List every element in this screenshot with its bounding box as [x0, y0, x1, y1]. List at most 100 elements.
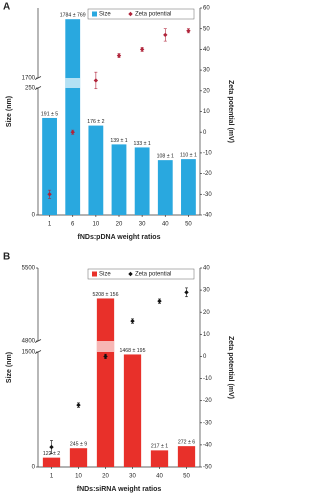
marker: [139, 47, 145, 52]
y2-tick-label: 10: [203, 332, 210, 338]
value-label: 110 ± 1: [180, 152, 197, 158]
legend-box: [87, 8, 195, 20]
value-label: 176 ± 2: [87, 119, 104, 125]
bar: [65, 19, 81, 216]
bar-break: [65, 78, 81, 88]
y2-tick-label: -10: [203, 376, 212, 382]
x-tick-label: 1: [48, 222, 52, 228]
x-tick-label: 30: [129, 474, 136, 480]
y2-tick-label: -20: [203, 171, 212, 177]
y2-tick-label: 30: [203, 288, 210, 294]
x-tick-label: 10: [75, 474, 82, 480]
value-label: 139 ± 1: [110, 138, 127, 144]
panel-label: A: [3, 2, 10, 13]
legend-label: Zeta potential: [135, 272, 171, 278]
legend-box: [87, 268, 195, 280]
y2-tick-label: -40: [203, 213, 212, 219]
y2-tick-label: 40: [203, 47, 210, 53]
value-label: 191 ± 5: [41, 111, 58, 117]
y2-tick-label: -10: [203, 150, 212, 156]
bar: [42, 457, 61, 467]
legend-label: Size: [99, 272, 111, 278]
y2-tick-label: 10: [203, 109, 210, 115]
y-tick-label: 1500: [22, 350, 36, 356]
x-axis-title: fNDs:siRNA weight ratios: [77, 486, 162, 493]
value-label: 133 ± 1: [134, 141, 151, 147]
y-tick-label: 5500: [22, 266, 36, 272]
y-axis-title: Size (nm): [6, 96, 13, 127]
marker: [186, 28, 191, 33]
x-tick-label: 50: [185, 222, 192, 228]
value-label: 1784 ± 769: [60, 13, 86, 19]
bar: [150, 450, 169, 467]
y2-tick-label: 0: [203, 130, 207, 136]
y2-tick-label: -30: [203, 420, 212, 426]
y2-tick-label: -50: [203, 465, 212, 471]
value-label: 108 ± 1: [157, 154, 174, 160]
x-tick-label: 10: [93, 222, 100, 228]
y2-tick-label: -40: [203, 442, 212, 448]
y2-tick-label: 50: [203, 26, 210, 32]
bar-break: [96, 341, 115, 352]
x-tick-label: 6: [71, 222, 75, 228]
legend-swatch: [92, 271, 97, 277]
y-tick-label: 1700: [22, 76, 36, 82]
y-tick-label: 0: [32, 213, 36, 219]
marker: [130, 318, 135, 324]
bar: [96, 298, 115, 467]
bar: [177, 446, 196, 467]
y-tick-label: 250: [25, 86, 36, 92]
marker: [103, 354, 108, 359]
marker: [49, 444, 54, 450]
y2-tick-label: 20: [203, 310, 210, 316]
panel-label: B: [3, 252, 10, 263]
value-label: 245 ± 9: [70, 442, 87, 448]
bar: [111, 144, 127, 215]
marker: [163, 32, 168, 38]
value-label: 272 ± 6: [178, 440, 195, 446]
x-tick-label: 20: [102, 474, 109, 480]
y2-tick-label: -20: [203, 398, 212, 404]
y2-axis-title: Zeta potential (mV): [227, 336, 234, 399]
marker: [47, 192, 52, 197]
legend-swatch: [92, 11, 97, 17]
legend-swatch: [128, 11, 133, 17]
marker: [157, 298, 162, 304]
bar: [69, 448, 88, 467]
x-tick-label: 50: [183, 474, 190, 480]
bar: [181, 159, 196, 215]
bar: [123, 354, 142, 467]
y2-tick-label: 0: [203, 354, 207, 360]
legend-swatch: [128, 271, 133, 277]
value-label: 5208 ± 156: [93, 292, 119, 298]
y2-tick-label: -30: [203, 192, 212, 198]
bar: [88, 125, 104, 215]
y2-tick-label: 60: [203, 6, 210, 12]
x-axis-title: fNDs:pDNA weight ratios: [78, 234, 161, 241]
marker: [70, 130, 75, 135]
marker: [116, 53, 122, 58]
y-tick-label: 0: [32, 465, 36, 471]
y2-tick-label: 30: [203, 68, 210, 74]
x-tick-label: 20: [116, 222, 123, 228]
y2-tick-label: 20: [203, 88, 210, 94]
x-tick-label: 1: [50, 474, 54, 480]
bar: [157, 160, 173, 215]
value-label: 1468 ± 195: [120, 348, 146, 354]
bar: [42, 117, 57, 215]
x-tick-label: 30: [139, 222, 146, 228]
legend-label: Size: [99, 12, 111, 18]
bar: [134, 147, 150, 215]
y-axis-title: Size (nm): [6, 352, 13, 383]
legend-label: Zeta potential: [135, 12, 171, 18]
y-tick-label: 4800: [22, 339, 36, 345]
value-label: 217 ± 1: [151, 444, 168, 450]
marker: [93, 78, 99, 83]
x-tick-label: 40: [162, 222, 169, 228]
y2-axis-title: Zeta potential (mV): [227, 80, 234, 143]
x-tick-label: 40: [156, 474, 163, 480]
marker: [184, 290, 189, 295]
marker: [76, 402, 81, 408]
y2-tick-label: 40: [203, 266, 210, 272]
